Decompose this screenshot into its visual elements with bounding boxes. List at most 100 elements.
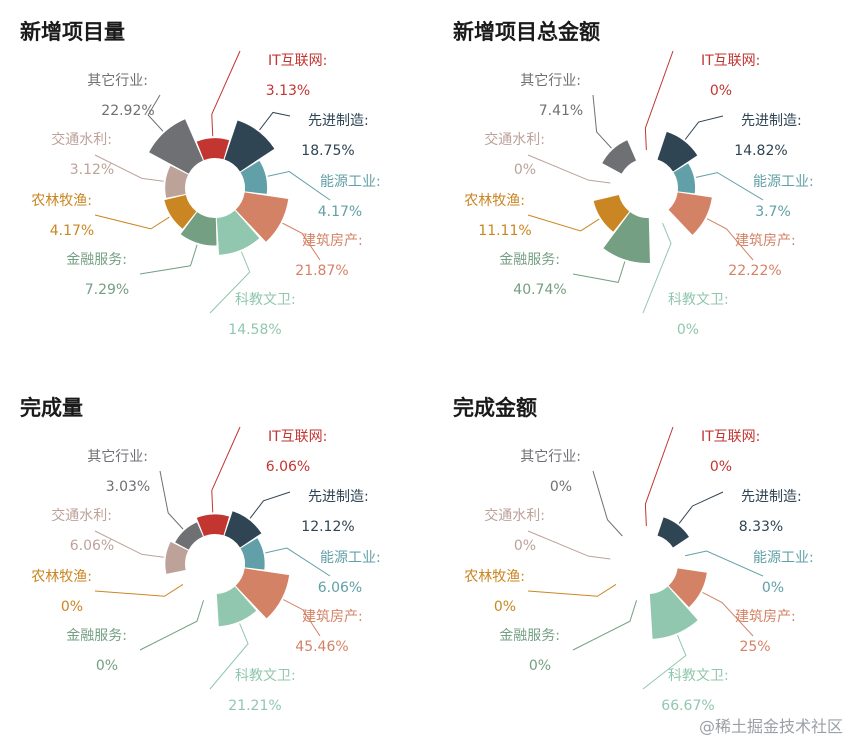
leader-line [592,94,612,149]
leader-line [283,599,321,637]
category-label: 先进制造: [741,489,802,505]
chart-panel-completed-amount: 完成金额 IT互联网: 0% 先进制造: 8.33% 能源工业: 0% 建筑房产: 25% 科教… [433,376,861,746]
value-label: 0% [514,538,536,554]
leader-line [702,591,754,637]
rose-chart: IT互联网: 3.13% 先进制造: 18.75% 能源工业: 4.17% 建筑房产: 21.… [31,50,381,338]
rose-sector [165,541,189,574]
rose-sector [673,163,696,194]
category-label: 交通水利: [51,131,112,148]
leader-line [572,261,626,283]
rose-sector [602,140,637,174]
category-label: 建筑房产: [735,233,796,249]
category-label: 其它行业: [520,72,581,89]
value-label: 0% [96,658,118,674]
chart-title: 新增项目总金额 [453,20,600,44]
value-label: 7.41% [539,103,583,119]
leader-line [642,222,672,314]
category-label: 建筑房产: [735,609,796,625]
rose-sector [668,568,707,608]
category-label: 能源工业: [753,174,814,190]
category-label: 先进制造: [308,489,369,505]
category-label: 科教文卫: [668,292,729,308]
rose-sector [240,160,268,194]
rose-sector [164,195,197,229]
value-label: 3.13% [266,83,310,99]
value-label: 22.92% [101,103,154,119]
category-label: IT互联网: [268,429,327,445]
leader-line [527,214,600,232]
value-label: 45.46% [295,639,348,655]
value-label: 11.11% [478,223,531,239]
rose-sector [668,192,712,235]
leader-line [259,111,291,131]
category-label: 金融服务: [499,252,560,268]
category-label: 农林牧渔: [464,193,525,209]
rose-sector [240,538,265,570]
category-label: 交通水利: [484,131,545,148]
rose-sector [175,522,204,550]
category-label: 其它行业: [520,448,581,465]
leader-line [159,470,184,530]
rose-sector [235,192,289,242]
value-label: 18.75% [301,143,354,159]
leader-line [211,426,241,513]
leader-line [592,470,623,537]
rose-chart: IT互联网: 0% 先进制造: 14.82% 能源工业: 3.7% 建筑房产: 22.22% 科… [464,50,814,338]
value-label: 66.67% [661,698,714,714]
value-label: 14.82% [734,143,787,159]
category-label: IT互联网: [701,429,760,445]
leader-line [94,154,164,182]
category-label: 交通水利: [51,507,112,524]
category-label: 科教文卫: [235,668,296,684]
category-label: 建筑房产: [302,609,363,625]
rose-sector [216,586,257,627]
value-label: 0% [710,459,732,475]
leader-line [139,600,205,651]
leader-line [209,623,249,690]
leader-line [684,115,724,140]
value-label: 3.7% [755,204,791,220]
value-label: 8.33% [739,519,783,535]
category-label: 其它行业: [87,72,148,89]
leader-line [94,583,184,597]
rose-sector [180,212,217,246]
category-label: 建筑房产: [302,233,363,249]
leader-line [695,172,764,201]
rose-sector [593,195,630,232]
rose-sector [603,212,650,264]
value-label: 6.06% [266,459,310,475]
value-label: 4.17% [318,204,362,220]
rose-sector [149,119,204,174]
value-label: 0% [710,83,732,99]
value-label: 0% [529,658,551,674]
leader-line [139,244,198,275]
leader-line [644,50,674,151]
value-label: 22.22% [728,263,781,279]
rose-chart: IT互联网: 6.06% 先进制造: 12.12% 能源工业: 6.06% 建筑房产: 45.… [31,426,381,714]
leader-line [527,583,617,597]
category-label: 能源工业: [320,174,381,190]
leader-line [572,600,638,651]
rose-sector [657,131,698,172]
chart-panel-completed-count: 完成量 IT互联网: 6.06% 先进制造: 12.12% 能源工业: 6.06% 建筑房产… [0,376,430,746]
chart-title: 完成量 [20,396,83,420]
rose-sector [224,511,262,548]
value-label: 3.03% [106,479,150,495]
leader-line [642,634,687,690]
value-label: 0% [677,322,699,338]
leader-line [267,171,331,201]
value-label: 0% [550,479,572,495]
value-label: 0% [61,599,83,615]
leader-line [527,154,611,184]
leader-line [94,214,170,230]
rose-sector [196,514,230,537]
category-label: 农林牧渔: [31,193,92,209]
leader-line [265,547,331,577]
leader-line [249,491,291,519]
rose-sector [235,568,290,619]
value-label: 3.12% [70,162,114,178]
category-label: 农林牧渔: [464,569,525,585]
category-label: 先进制造: [308,113,369,129]
leader-line [527,530,611,560]
value-label: 6.06% [70,538,114,554]
